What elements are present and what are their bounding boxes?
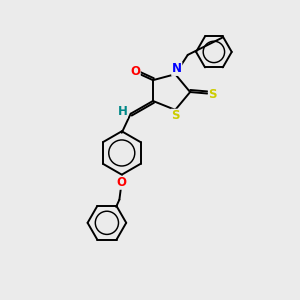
- Text: S: S: [208, 88, 217, 101]
- Text: H: H: [117, 105, 127, 118]
- Text: O: O: [117, 176, 127, 189]
- Text: O: O: [130, 65, 140, 78]
- Text: N: N: [172, 62, 182, 75]
- Text: S: S: [171, 109, 179, 122]
